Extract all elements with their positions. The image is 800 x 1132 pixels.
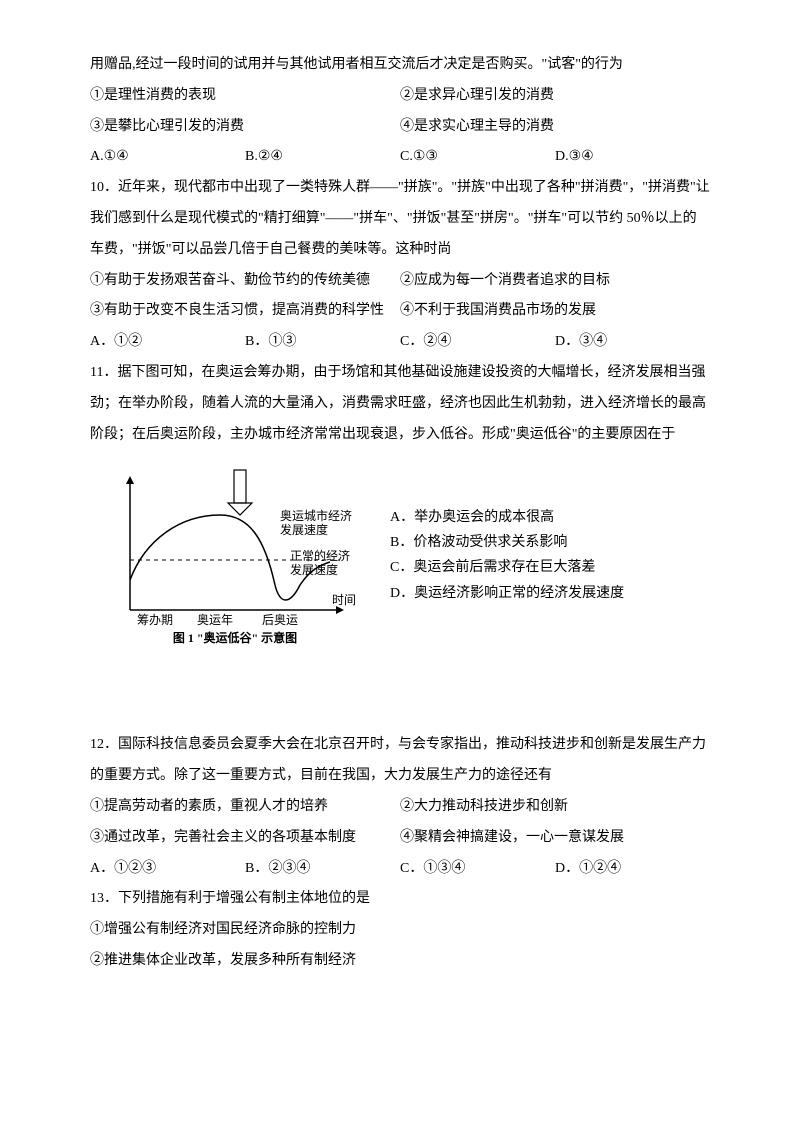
svg-text:时间: 时间: [332, 593, 356, 607]
q12-oc: C．①③④: [400, 854, 555, 885]
q11-oc: C．奥运会前后需求存在巨大落差: [390, 555, 624, 580]
olympic-valley-chart: 筹办期奥运年后奥运时间奥运城市经济发展速度正常的经济发展速度图 1 "奥运低谷"…: [90, 460, 370, 650]
svg-text:筹办期: 筹办期: [137, 612, 173, 627]
q9-ob: B.②④: [245, 142, 400, 173]
q10-options: A．①② B．①③ C．②④ D．③④: [90, 327, 710, 358]
svg-text:后奥运: 后奥运: [262, 613, 298, 627]
q10-od: D．③④: [555, 327, 710, 358]
q10-statements: ①有助于发扬艰苦奋斗、勤俭节约的传统美德 ②应成为每一个消费者追求的目标 ③有助…: [90, 266, 710, 328]
q10-ob: B．①③: [245, 327, 400, 358]
svg-text:奥运城市经济: 奥运城市经济: [280, 508, 352, 523]
q9-options: A.①④ B.②④ C.①③ D.③④: [90, 142, 710, 173]
q10-oa: A．①②: [90, 327, 245, 358]
q9-oc: C.①③: [400, 142, 555, 173]
q9-statements: ①是理性消费的表现 ②是求异心理引发的消费 ③是攀比心理引发的消费 ④是求实心理…: [90, 81, 710, 143]
svg-text:奥运年: 奥运年: [197, 613, 233, 627]
q10-s1: ①有助于发扬艰苦奋斗、勤俭节约的传统美德: [90, 266, 400, 297]
q10-s2: ②应成为每一个消费者追求的目标: [400, 266, 710, 297]
svg-text:发展速度: 发展速度: [280, 522, 328, 537]
q13-s1: ①增强公有制经济对国民经济命脉的控制力: [90, 915, 710, 946]
q10-oc: C．②④: [400, 327, 555, 358]
q13-text: 13．下列措施有利于增强公有制主体地位的是: [90, 884, 710, 915]
q12-statements: ①提高劳动者的素质，重视人才的培养 ②大力推动科技进步和创新 ③通过改革，完善社…: [90, 792, 710, 854]
q11-oa: A．举办奥运会的成本很高: [390, 505, 624, 530]
q9-od: D.③④: [555, 142, 710, 173]
q10-s4: ④不利于我国消费品市场的发展: [400, 296, 710, 327]
q11-options: A．举办奥运会的成本很高 B．价格波动受供求关系影响 C．奥运会前后需求存在巨大…: [390, 505, 624, 606]
q9-s2: ②是求异心理引发的消费: [400, 81, 710, 112]
svg-text:正常的经济: 正常的经济: [290, 548, 350, 563]
q10-s3: ③有助于改变不良生活习惯，提高消费的科学性: [90, 296, 400, 327]
q13-s2: ②推进集体企业改革，发展多种所有制经济: [90, 946, 710, 977]
q12-ob: B．②③④: [245, 854, 400, 885]
q12-s2: ②大力推动科技进步和创新: [400, 792, 710, 823]
svg-text:发展速度: 发展速度: [290, 562, 338, 577]
q12-oa: A．①②③: [90, 854, 245, 885]
q11-ob: B．价格波动受供求关系影响: [390, 530, 624, 555]
q12-s4: ④聚精会神搞建设，一心一意谋发展: [400, 823, 710, 854]
q12-od: D．①②④: [555, 854, 710, 885]
q9-oa: A.①④: [90, 142, 245, 173]
q12-s1: ①提高劳动者的素质，重视人才的培养: [90, 792, 400, 823]
q12-options: A．①②③ B．②③④ C．①③④ D．①②④: [90, 854, 710, 885]
q9-intro: 用赠品,经过一段时间的试用并与其他试用者相互交流后才决定是否购买。"试客"的行为: [90, 50, 710, 81]
q11-od: D．奥运经济影响正常的经济发展速度: [390, 581, 624, 606]
q11-text: 11．据下图可知，在奥运会筹办期，由于场馆和其他基础设施建设投资的大幅增长，经济…: [90, 358, 710, 450]
svg-text:图 1 "奥运低谷" 示意图: 图 1 "奥运低谷" 示意图: [173, 630, 297, 645]
q9-s1: ①是理性消费的表现: [90, 81, 400, 112]
q12-s3: ③通过改革，完善社会主义的各项基本制度: [90, 823, 400, 854]
q9-s3: ③是攀比心理引发的消费: [90, 112, 400, 143]
q12-text: 12．国际科技信息委员会夏季大会在北京召开时，与会专家指出，推动科技进步和创新是…: [90, 730, 710, 792]
q10-text: 10．近年来，现代都市中出现了一类特殊人群——"拼族"。"拼族"中出现了各种"拼…: [90, 173, 710, 265]
q9-s4: ④是求实心理主导的消费: [400, 112, 710, 143]
